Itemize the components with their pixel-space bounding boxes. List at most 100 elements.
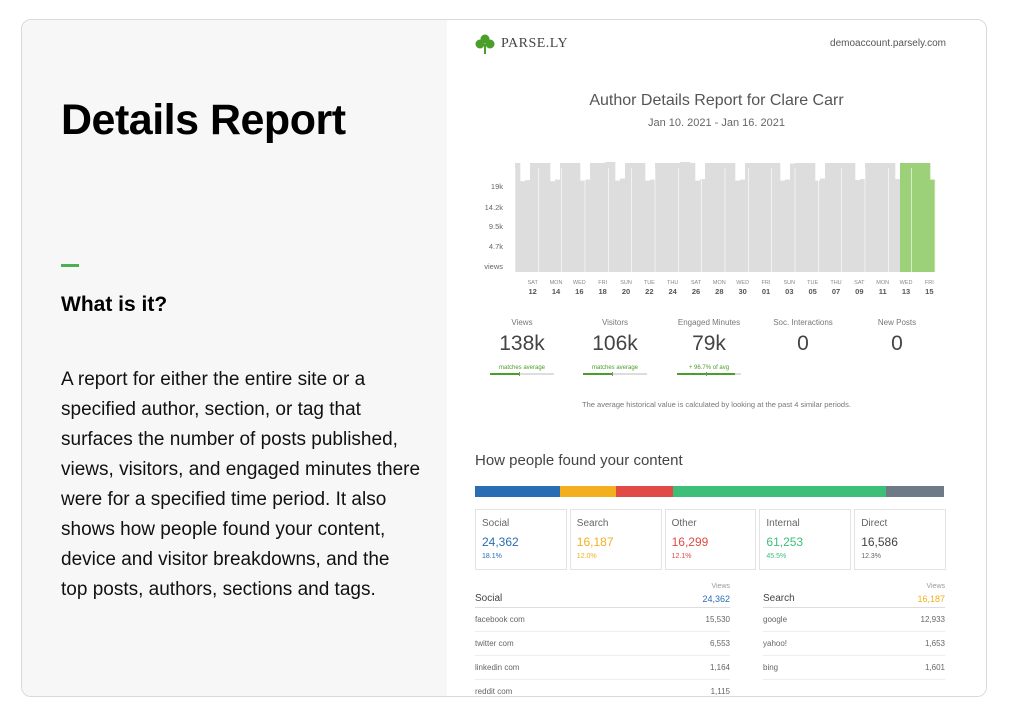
chart-bar <box>760 162 766 272</box>
x-date-label: 13 <box>902 287 910 296</box>
chart-bar <box>885 162 891 272</box>
chart-bar <box>580 180 586 272</box>
x-date-label: 24 <box>668 287 677 296</box>
parsely-logo: PARSE.LY <box>475 33 568 55</box>
referrer-box-search[interactable]: Search 16,187 12.0% <box>569 509 662 570</box>
metric-value: 106k <box>592 332 638 355</box>
social-table-header: Social Views 24,362 <box>475 583 730 608</box>
referrer-box-other[interactable]: Other 16,299 12.1% <box>664 509 757 570</box>
referrer-box-social[interactable]: Social 24,362 18.1% <box>475 509 567 570</box>
views-bar-chart: 19k14.2k9.5k4.7kviewsJANSAT12MON14WED16F… <box>484 161 936 296</box>
historical-note: The average historical value is calculat… <box>582 400 851 409</box>
chart-bar <box>815 180 821 272</box>
chart-bar <box>650 179 656 272</box>
referrer-value: 24,362 <box>482 535 519 549</box>
metric-label: New Posts <box>877 318 917 327</box>
x-date-label: 18 <box>598 287 606 296</box>
chart-bar <box>820 178 826 272</box>
row-value: 1,653 <box>924 639 945 648</box>
metric-label: Visitors <box>601 318 629 327</box>
y-tick-label: 9.5k <box>489 222 503 231</box>
logo-text: PARSE.LY <box>501 36 569 51</box>
stack-segment-other[interactable] <box>616 486 673 497</box>
chart-bar <box>560 162 566 272</box>
table-row[interactable]: reddit com 1,115 <box>475 680 730 696</box>
report-card: Details Report What is it? A report for … <box>21 19 987 697</box>
row-name: twitter com <box>475 639 514 648</box>
search-table-header: Search Views 16,187 <box>763 583 945 608</box>
report-title: Author Details Report for Clare Carr <box>589 92 844 109</box>
stack-segment-internal[interactable] <box>672 486 887 497</box>
metric-average-tick <box>518 372 520 376</box>
chart-bar <box>800 162 806 272</box>
chart-bar <box>695 180 701 272</box>
chart-bar <box>715 162 721 272</box>
chart-bar <box>550 181 556 272</box>
chart-bar <box>710 162 716 272</box>
referrer-name: Search <box>576 518 609 529</box>
metric-visitors[interactable]: Visitors 106k matches average <box>575 318 655 376</box>
chart-bar <box>595 162 601 272</box>
referrer-percent: 18.1% <box>482 553 502 560</box>
x-day-label: THU <box>667 280 678 286</box>
chart-bar <box>810 162 816 272</box>
stack-segment-social[interactable] <box>475 486 560 497</box>
metric-engaged-minutes[interactable]: Engaged Minutes 79k + 96.7% of avg <box>669 318 749 376</box>
metric-note: + 96.7% of avg <box>688 365 730 371</box>
table-row[interactable]: yahoo! 1,653 <box>763 632 945 656</box>
referrer-name: Other <box>671 518 697 529</box>
table-row[interactable]: google 12,933 <box>763 608 945 632</box>
chart-bar <box>730 162 736 272</box>
chart-bar <box>770 162 776 272</box>
chart-bar <box>825 162 831 272</box>
chart-bar <box>590 162 596 272</box>
chart-bar <box>575 162 581 272</box>
chart-bar <box>605 161 611 272</box>
chart-bar <box>870 162 876 272</box>
referrer-value: 16,187 <box>576 535 614 549</box>
x-day-label: SAT <box>528 280 539 286</box>
x-day-label: MON <box>876 280 889 286</box>
page-title: Details Report <box>61 96 346 144</box>
account-url[interactable]: demoaccount.parsely.com <box>830 38 946 49</box>
referrer-box-internal[interactable]: Internal 61,253 45.5% <box>759 509 852 570</box>
metric-soc-interactions[interactable]: Soc. Interactions 0 <box>763 318 843 356</box>
chart-bar <box>875 162 881 272</box>
x-date-label: 11 <box>879 287 887 296</box>
search-total: 16,187 <box>917 594 945 604</box>
referrer-value: 16,586 <box>861 535 898 549</box>
metric-new-posts[interactable]: New Posts 0 <box>857 318 937 356</box>
report-screenshot: PARSE.LY demoaccount.parsely.com Author … <box>447 20 986 696</box>
metric-progress <box>677 372 741 376</box>
chart-bar <box>615 180 621 272</box>
x-day-label: WED <box>900 280 913 286</box>
table-row[interactable]: facebook com 15,530 <box>475 608 730 632</box>
x-date-label: 12 <box>528 287 536 296</box>
chart-bar <box>620 178 626 272</box>
table-row[interactable]: linkedin com 1,164 <box>475 656 730 680</box>
chart-bar <box>685 161 691 272</box>
chart-bar <box>660 162 666 272</box>
x-day-label: MON <box>713 280 726 286</box>
x-date-label: 03 <box>785 287 793 296</box>
y-tick-label: views <box>484 262 503 271</box>
accent-divider <box>61 264 79 267</box>
social-rows: facebook com 15,530 twitter com 6,553 linked… <box>475 608 730 696</box>
metric-progress <box>490 372 554 376</box>
chart-bar <box>835 162 841 272</box>
chart-bar <box>845 162 851 272</box>
x-day-label: TUE <box>807 280 818 286</box>
stack-segment-direct[interactable] <box>886 486 944 497</box>
table-row[interactable]: bing 1,601 <box>763 656 945 680</box>
row-value: 6,553 <box>709 639 730 648</box>
chart-bar <box>530 162 536 272</box>
referrer-box-direct[interactable]: Direct 16,586 12.3% <box>854 509 946 570</box>
chart-bar <box>740 179 746 272</box>
table-row[interactable]: twitter com 6,553 <box>475 632 730 656</box>
metric-views[interactable]: Views 138k matches average <box>482 318 562 376</box>
chart-bar <box>850 162 856 272</box>
referrer-name: Direct <box>861 518 888 529</box>
x-day-label: THU <box>830 280 841 286</box>
x-date-label: 28 <box>715 287 723 296</box>
stack-segment-search[interactable] <box>559 486 617 497</box>
